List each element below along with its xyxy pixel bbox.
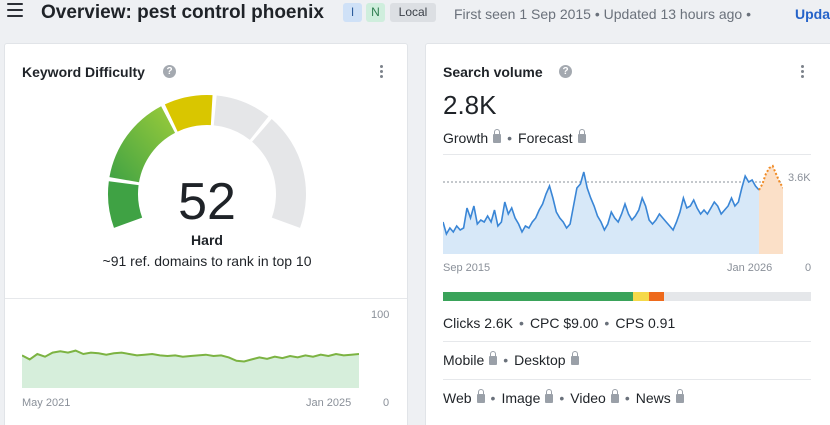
intent-bar-segment-3 (649, 292, 664, 301)
first-seen-updated-meta: First seen 1 Sep 2015 • Updated 13 hours… (454, 6, 751, 22)
difficulty-gauge (107, 95, 306, 228)
lock-icon (489, 351, 498, 365)
lock-icon (675, 389, 684, 403)
gauge-segment-1 (107, 181, 143, 228)
more-options-icon[interactable] (377, 65, 385, 81)
ref-domains-description: ~91 ref. domains to rank in top 10 (102, 253, 312, 269)
desktop-label[interactable]: Desktop (514, 352, 566, 368)
lock-icon (570, 351, 579, 365)
gauge-segment-4 (213, 95, 269, 140)
sv-line (443, 171, 760, 237)
separator-dot: • (490, 390, 496, 406)
separator-dot: • (519, 315, 524, 331)
separator-dot: • (507, 130, 513, 146)
divider (5, 298, 407, 299)
sv-area (443, 172, 759, 254)
separator-dot: • (559, 390, 565, 406)
keyword-difficulty-title: Keyword Difficulty (22, 64, 145, 80)
update-link[interactable]: Upda (795, 6, 830, 22)
kd-trend-line (22, 349, 359, 363)
question-circle-icon[interactable]: ? (559, 65, 572, 78)
search-volume-card: Search volume ? 2.8K Growth • Forecast 3.6… (425, 43, 830, 425)
lock-icon (610, 389, 619, 403)
separator-dot: • (503, 352, 509, 368)
page-title: Overview: pest control phoenix (41, 2, 324, 23)
intent-badge-informational: I (343, 3, 362, 22)
kd-trend-y-bottom-label: 0 (383, 397, 390, 409)
clicks-metric: Clicks 2.6K (443, 315, 514, 331)
sv-x-end-label: Jan 2026 (727, 262, 773, 274)
search-type-row: Web • Image • Video • News (443, 389, 684, 406)
video-label[interactable]: Video (570, 390, 606, 406)
hamburger-menu-icon[interactable] (7, 3, 23, 17)
gauge-segment-5 (252, 119, 306, 228)
intent-distribution-bar (443, 292, 811, 301)
sv-forecast-line (758, 164, 783, 191)
keyword-difficulty-card: Keyword Difficulty ? 52 Hard ~91 ref. do… (4, 43, 408, 425)
lock-icon (577, 129, 586, 143)
more-options-icon[interactable] (798, 65, 806, 81)
question-circle-icon[interactable]: ? (163, 65, 176, 78)
divider (443, 379, 811, 380)
intent-bar-segment-1 (443, 292, 633, 301)
forecast-label[interactable]: Forecast (518, 130, 573, 146)
lock-icon (476, 389, 485, 403)
news-label[interactable]: News (635, 390, 671, 406)
search-volume-value: 2.8K (443, 90, 497, 120)
sv-forecast-area (758, 166, 783, 254)
difficulty-trend-chart (22, 349, 359, 388)
metrics-row: Clicks 2.6K • CPC $9.00 • CPS 0.91 (443, 315, 675, 331)
growth-forecast-row: Growth • Forecast (443, 129, 586, 146)
lock-icon (545, 389, 554, 403)
kd-trend-x-start-label: May 2021 (22, 397, 71, 409)
web-label[interactable]: Web (443, 390, 472, 406)
intent-badge-navigational: N (366, 3, 385, 22)
cpc-metric: CPC $9.00 (529, 315, 599, 331)
sv-ref-label: 3.6K (788, 172, 811, 184)
sv-x-start-label: Sep 2015 (443, 262, 491, 274)
device-row: Mobile • Desktop (443, 351, 579, 368)
difficulty-level: Hard (191, 232, 223, 248)
kd-trend-y-top-label: 100 (371, 309, 390, 321)
top-bar: Overview: pest control phoenix I N Local… (0, 0, 830, 30)
search-volume-title: Search volume (443, 64, 543, 80)
separator-dot: • (624, 390, 630, 406)
sv-y-zero-label: 0 (805, 262, 812, 274)
search-volume-chart (443, 164, 783, 254)
separator-dot: • (604, 315, 610, 331)
gauge-segment-2 (109, 106, 176, 183)
mobile-label[interactable]: Mobile (443, 352, 485, 368)
local-badge: Local (390, 3, 436, 22)
gauge-segment-3 (164, 95, 213, 132)
divider (443, 154, 811, 155)
growth-label[interactable]: Growth (443, 130, 489, 146)
lock-icon (493, 129, 502, 143)
cps-metric: CPS 0.91 (615, 315, 676, 331)
divider (443, 341, 811, 342)
kd-trend-x-end-label: Jan 2025 (306, 397, 352, 409)
kd-trend-area (22, 350, 359, 388)
intent-bar-segment-2 (632, 292, 650, 301)
image-label[interactable]: Image (501, 390, 541, 406)
difficulty-score: 52 (178, 173, 236, 231)
